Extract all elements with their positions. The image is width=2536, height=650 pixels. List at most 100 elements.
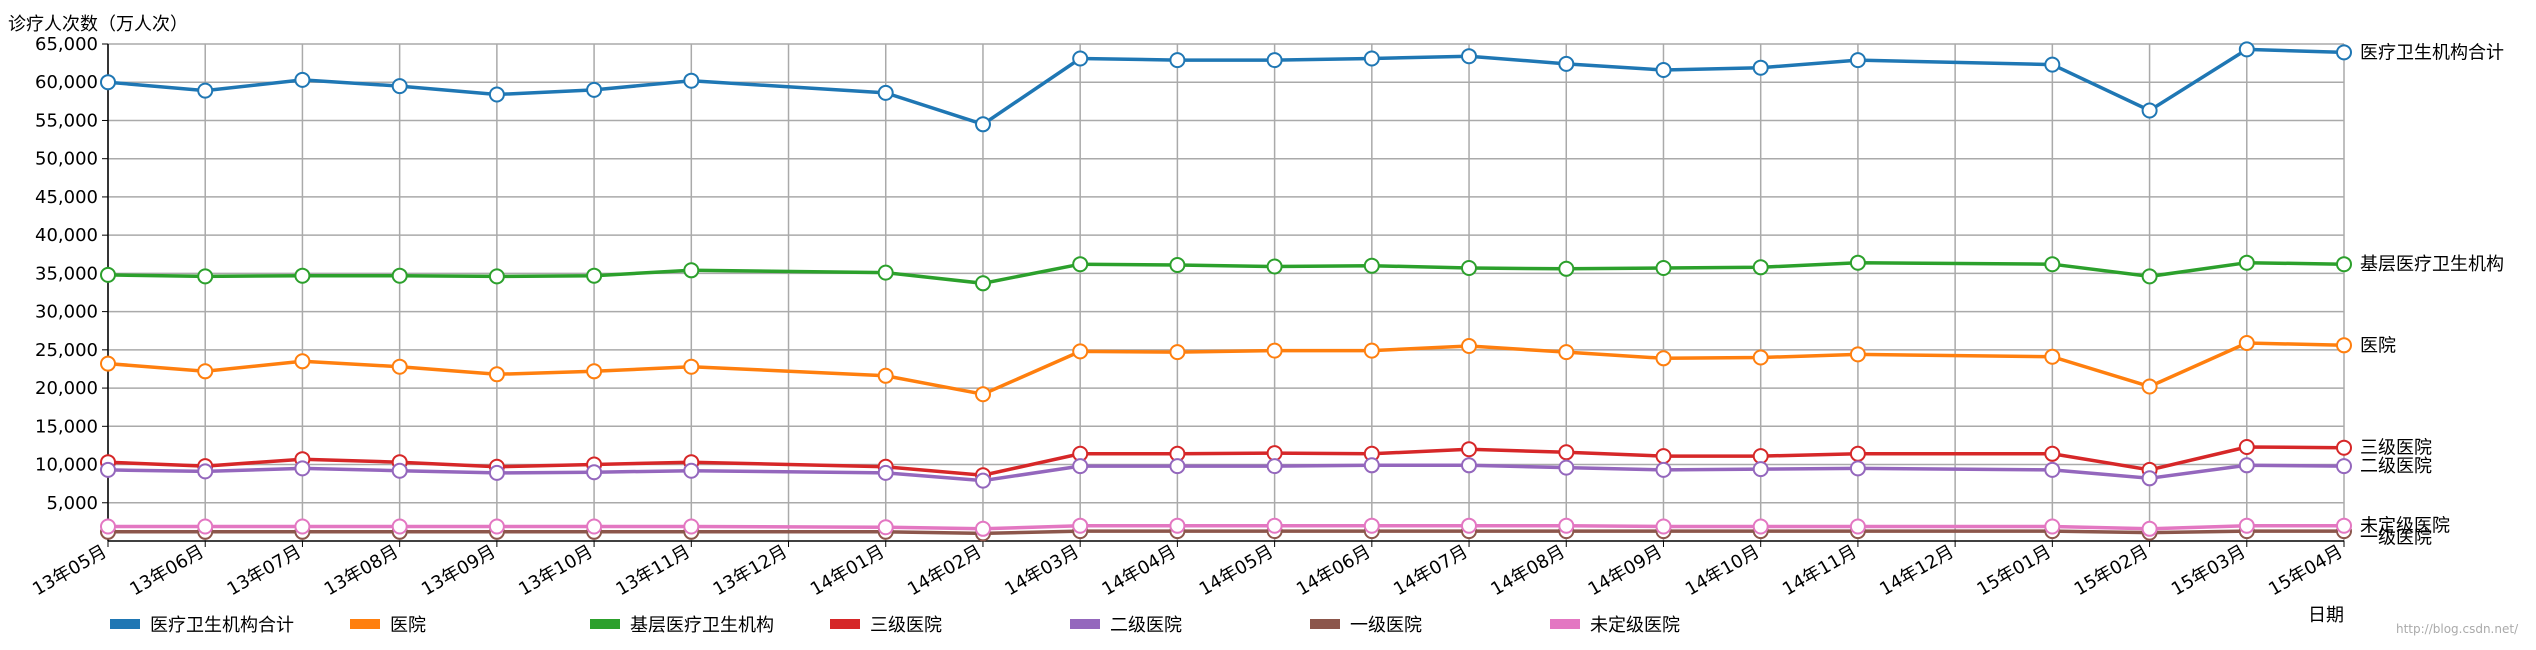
data-point [1461,457,1477,474]
legend-swatch [1550,619,1580,629]
data-point [2141,102,2158,119]
data-point [1363,517,1380,534]
data-point [391,78,408,95]
legend-swatch [1070,619,1100,629]
data-point [877,367,894,384]
data-point [1266,445,1283,462]
series-line [107,341,2345,397]
data-point [2141,378,2158,395]
data-point [1266,342,1283,359]
x-tick-label: 13年08月 [321,541,402,600]
x-tick-label: 14年09月 [1585,541,1666,600]
data-point [294,267,311,284]
data-point [294,518,311,535]
data-point [1461,260,1477,276]
series-end-label: 医疗卫生机构合计 [2360,42,2504,63]
data-point [1169,344,1186,361]
data-point [391,358,408,375]
series-end-label: 未定级医院 [2360,516,2450,537]
x-tick-label: 13年09月 [418,541,499,600]
data-point [1072,256,1089,273]
data-point [1169,52,1186,69]
data-point [391,518,408,535]
data-point [2238,254,2255,271]
legend-label: 未定级医院 [1590,615,1680,636]
data-point [2044,256,2061,273]
data-point [391,267,408,284]
data-point [1655,350,1672,367]
data-point [1461,441,1477,458]
data-point [1849,518,1866,535]
data-point [1752,518,1769,535]
data-point [100,266,116,283]
y-tick-label: 60,000 [35,72,98,93]
x-axis: 13年05月 13年06月 13年07月 13年08月 13年09月 13年10月 13年1… [29,540,2347,600]
data-point [391,462,408,479]
y-tick-label: 55,000 [35,110,98,131]
data-point [586,363,603,380]
data-point [488,268,505,285]
x-tick-label: 15年02月 [2071,541,2152,600]
data-point [197,463,214,480]
y-tick-label: 5,000 [46,493,98,514]
x-tick-label: 14年05月 [1196,541,1277,600]
series-line [108,529,2344,536]
legend-label: 一级医院 [1350,615,1422,636]
data-point [683,262,700,279]
data-point [1169,257,1186,273]
data-point [197,363,214,380]
data-point [2238,439,2255,455]
data-point [1169,458,1186,475]
x-tick-label: 13年07月 [224,541,305,600]
series-line [107,445,2345,477]
series-end-label: 一级医院 [2360,528,2432,549]
data-point [1558,444,1575,461]
x-tick-label: 13年11月 [612,541,693,600]
data-point [1363,257,1380,274]
x-tick-label: 15年04月 [2265,541,2346,600]
data-point [2336,439,2352,456]
data-point [1655,448,1672,465]
data-point [1266,52,1283,69]
data-point [975,520,991,537]
data-point [2336,44,2352,61]
x-tick-label: 15年01月 [1973,541,2054,600]
series-5 [100,457,2352,489]
x-tick-label: 14年07月 [1390,541,1471,600]
y-tick-label: 25,000 [35,340,98,361]
data-point [877,84,894,101]
series-end-label: 医院 [2360,335,2396,356]
data-point [1363,342,1380,359]
data-point [1461,338,1477,354]
series-3 [100,254,2352,292]
data-point [1558,344,1575,361]
data-point [1849,346,1866,363]
x-tick-label: 13年12月 [710,541,791,600]
data-point [2141,470,2158,487]
data-point [1752,448,1769,465]
data-point [975,386,991,403]
x-tick-label: 14年02月 [904,541,985,600]
y-tick-label: 50,000 [35,149,98,170]
data-point [586,464,603,481]
data-point [197,518,214,535]
series-end-label: 二级医院 [2360,456,2432,477]
y-axis-title: 诊疗人次数（万人次） [8,14,188,35]
x-tick-label: 14年03月 [1001,541,1082,600]
series-line [107,260,2345,286]
data-point [877,519,894,536]
data-point [2238,457,2255,474]
legend-label: 医院 [390,615,426,636]
series-end-label: 三级医院 [2360,438,2432,459]
data-point [683,462,700,479]
data-point [1849,460,1866,477]
series-layer [100,41,2352,542]
data-point [2044,348,2061,365]
data-point [1558,517,1575,534]
data-point [683,358,700,375]
legend-label: 基层医疗卫生机构 [630,615,774,636]
data-point [2336,458,2352,475]
x-tick-label: 13年10月 [515,541,596,600]
data-point [1849,254,1866,271]
